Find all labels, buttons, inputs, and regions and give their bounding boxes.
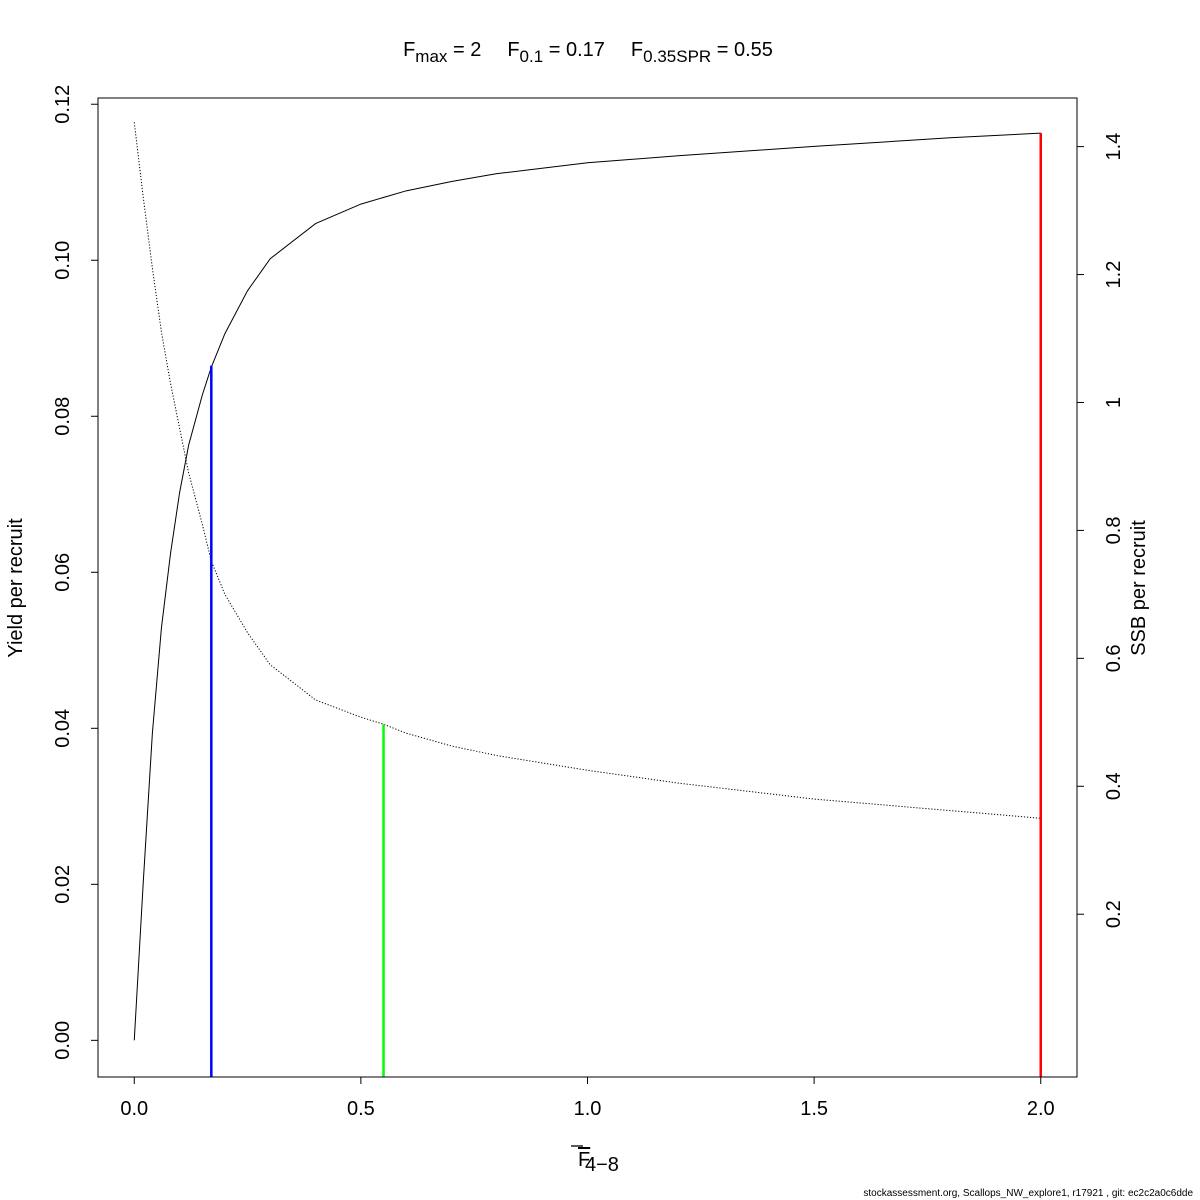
chart-title: Fmax = 2 F0.1 = 0.17 F0.35SPR = 0.55 — [403, 39, 773, 66]
x-axis-label-text: F — [578, 1149, 590, 1171]
x-axis: 0.0 0.5 1.0 1.5 2.0 — [120, 1076, 1055, 1120]
y-axis-left-label: Yield per recruit — [5, 518, 27, 658]
title-fmax-subscript: max — [415, 47, 448, 66]
title-fmax-symbol: F — [403, 39, 415, 61]
x-tick-label: 1.5 — [800, 1098, 828, 1120]
y-left-tick-label: 0.02 — [52, 865, 74, 904]
y-left-tick-label: 0.10 — [52, 241, 74, 280]
y-axis-left: 0.00 0.02 0.04 0.06 0.08 0.10 0.12 — [52, 85, 99, 1060]
x-tick-label: 1.0 — [574, 1098, 602, 1120]
x-axis-label-main: F — [578, 1149, 590, 1171]
title-f01-symbol: F — [507, 39, 519, 61]
series-layer — [133, 122, 1041, 1041]
x-axis-label: F 4−8 — [571, 1145, 619, 1176]
y-right-tick-label: 0.4 — [1103, 772, 1125, 800]
title-fspr-symbol: F — [631, 39, 643, 61]
title-fspr-subscript: 0.35SPR — [643, 47, 711, 66]
footer-source-text: stockassessment.org, Scallops_NW_explore… — [863, 1188, 1193, 1199]
title-f01-subscript: 0.1 — [520, 47, 544, 66]
y-left-tick-label: 0.06 — [52, 553, 74, 592]
title-fmax-value: 2 — [470, 39, 481, 61]
title-fspr-value: 0.55 — [734, 39, 773, 61]
y-right-tick-label: 0.2 — [1103, 900, 1125, 928]
x-tick-label: 0.0 — [120, 1098, 148, 1120]
y-axis-right-label: SSB per recruit — [1128, 520, 1150, 656]
y-axis-right: 0.2 0.4 0.6 0.8 1 1.2 1.4 — [1076, 133, 1125, 928]
y-right-tick-label: 1 — [1103, 397, 1125, 408]
x-tick-label: 0.5 — [347, 1098, 375, 1120]
y-left-tick-label: 0.12 — [52, 85, 74, 124]
series-line-ssb-per-recruit — [133, 122, 1041, 819]
y-left-tick-label: 0.04 — [52, 709, 74, 748]
y-left-tick-label: 0.08 — [52, 397, 74, 436]
y-right-tick-label: 0.8 — [1103, 517, 1125, 545]
series-line-yield-per-recruit — [133, 132, 1041, 1041]
title-f01-value: 0.17 — [566, 39, 605, 61]
y-left-tick-label: 0.00 — [52, 1021, 74, 1060]
x-tick-label: 2.0 — [1027, 1098, 1055, 1120]
y-right-tick-label: 1.2 — [1103, 261, 1125, 289]
y-right-tick-label: 1.4 — [1103, 133, 1125, 161]
y-right-tick-label: 0.6 — [1103, 644, 1125, 672]
reference-lines — [210, 133, 1042, 1077]
x-axis-label-subscript: 4−8 — [585, 1154, 619, 1176]
